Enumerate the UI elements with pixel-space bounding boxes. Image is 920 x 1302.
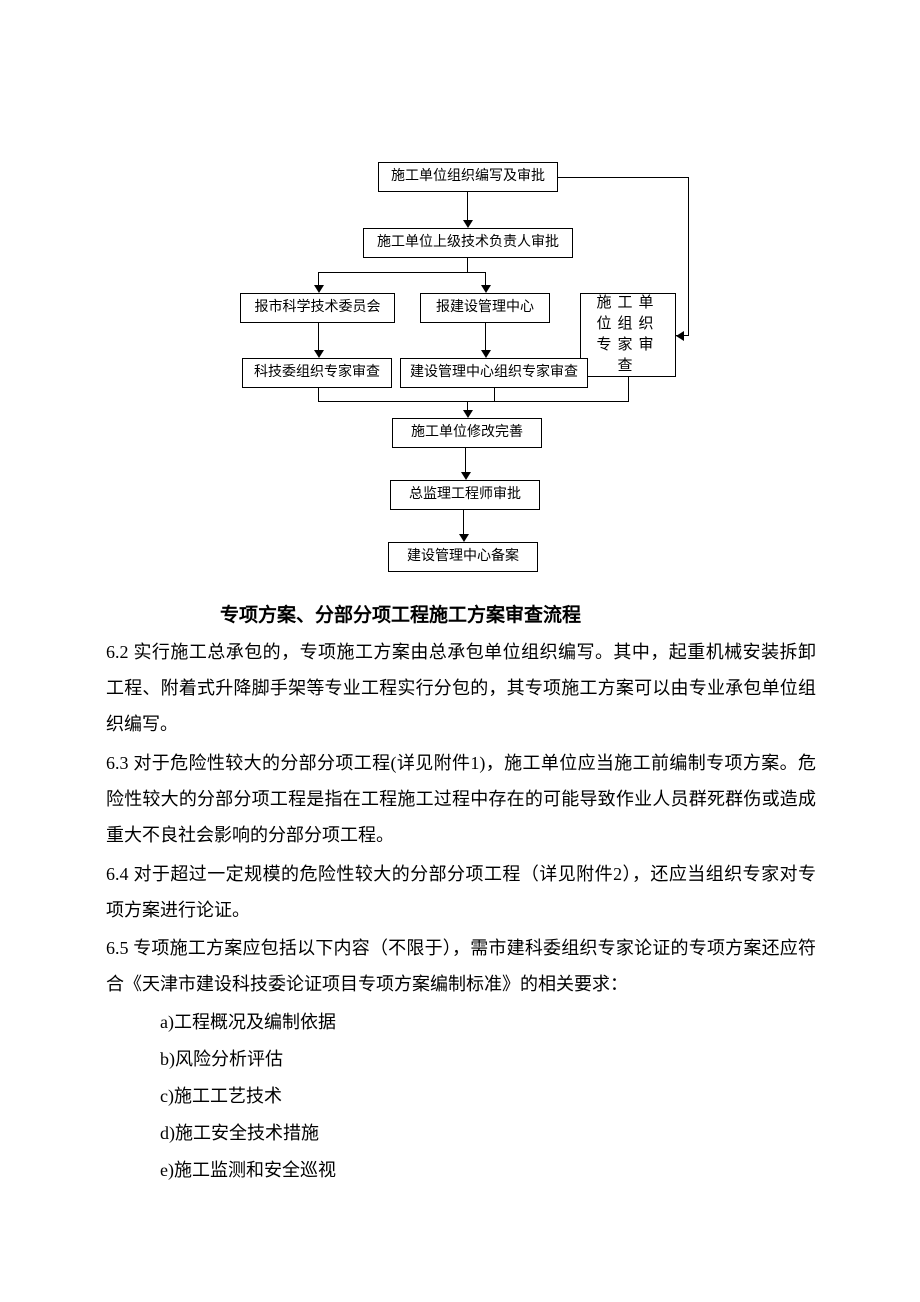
edge-line [467,192,468,222]
edge-arrow [459,534,469,542]
edge-line [318,323,319,352]
paragraph-text: 6.5 专项施工方案应包括以下内容（不限于），需市建科委组织专家论证的专项方案还… [106,938,816,994]
edge-arrow [676,331,684,341]
paragraph-6-3: 6.3 对于危险性较大的分部分项工程(详见附件1)，施工单位应当施工前编制专项方… [106,745,816,853]
list-item-a: a)工程概况及编制依据 [160,1004,336,1040]
node-label: 科技委组织专家审查 [254,363,380,383]
node-compile-approve: 施工单位组织编写及审批 [378,162,558,192]
edge-arrow [481,285,491,293]
edge-arrow [463,410,473,418]
edge-line [318,401,628,402]
list-item-c: c)施工工艺技术 [160,1078,282,1114]
list-text: a)工程概况及编制依据 [160,1012,336,1032]
edge-line [628,377,629,402]
list-text: d)施工安全技术措施 [160,1123,319,1143]
list-text: e)施工监测和安全巡视 [160,1160,336,1180]
node-label: 施工单位上级技术负责人审批 [377,233,559,253]
node-filing: 建设管理中心备案 [388,542,538,572]
paragraph-text: 6.3 对于危险性较大的分部分项工程(详见附件1)，施工单位应当施工前编制专项方… [106,753,816,845]
node-label: 报市科学技术委员会 [255,298,381,318]
edge-line [463,510,464,536]
node-label: 报建设管理中心 [436,298,534,318]
node-label: 建设管理中心组织专家审查 [410,363,578,383]
node-chief-supervisor-approve: 总监理工程师审批 [390,480,540,510]
node-label: 施工单位组织编写及审批 [391,167,545,187]
paragraph-6-4: 6.4 对于超过一定规模的危险性较大的分部分项工程（详见附件2），还应当组织专家… [106,856,816,928]
paragraph-6-5: 6.5 专项施工方案应包括以下内容（不限于），需市建科委组织专家论证的专项方案还… [106,930,816,1002]
edge-arrow [314,350,324,358]
edge-arrow [314,285,324,293]
paragraph-text: 6.2 实行施工总承包的，专项施工方案由总承包单位组织编写。其中，起重机械安装拆… [106,642,816,734]
flowchart-caption: 专项方案、分部分项工程施工方案审查流程 [220,600,581,627]
list-item-e: e)施工监测和安全巡视 [160,1152,336,1188]
node-construction-expert-review: 施工单位组织专家审查 [580,293,676,377]
edge-line [558,177,688,178]
edge-line [494,388,495,401]
caption-text: 专项方案、分部分项工程施工方案审查流程 [220,605,581,626]
paragraph-6-2: 6.2 实行施工总承包的，专项施工方案由总承包单位组织编写。其中，起重机械安装拆… [106,634,816,742]
paragraph-text: 6.4 对于超过一定规模的危险性较大的分部分项工程（详见附件2），还应当组织专家… [106,864,816,920]
edge-line [318,388,319,401]
edge-arrow [463,220,473,228]
list-item-b: b)风险分析评估 [160,1041,283,1077]
node-label: 施工单位修改完善 [411,423,523,443]
edge-line [688,177,689,335]
edge-line [485,323,486,352]
node-superior-approve: 施工单位上级技术负责人审批 [363,228,573,258]
list-text: c)施工工艺技术 [160,1086,282,1106]
node-report-science-committee: 报市科学技术委员会 [240,293,395,323]
review-process-flowchart: 施工单位组织编写及审批 施工单位上级技术负责人审批 报市科学技术委员会 报建设管… [0,0,920,580]
edge-line [465,448,466,474]
edge-arrow [461,472,471,480]
node-label: 施工单位组织专家审查 [589,293,667,377]
edge-line [467,258,468,272]
edge-arrow [481,350,491,358]
node-label: 建设管理中心备案 [407,547,519,567]
node-report-management-center: 报建设管理中心 [420,293,550,323]
node-science-expert-review: 科技委组织专家审查 [242,358,392,388]
list-item-d: d)施工安全技术措施 [160,1115,319,1151]
list-text: b)风险分析评估 [160,1049,283,1069]
node-management-expert-review: 建设管理中心组织专家审查 [400,358,588,388]
edge-line [318,272,486,273]
node-revise-improve: 施工单位修改完善 [392,418,542,448]
node-label: 总监理工程师审批 [409,485,521,505]
